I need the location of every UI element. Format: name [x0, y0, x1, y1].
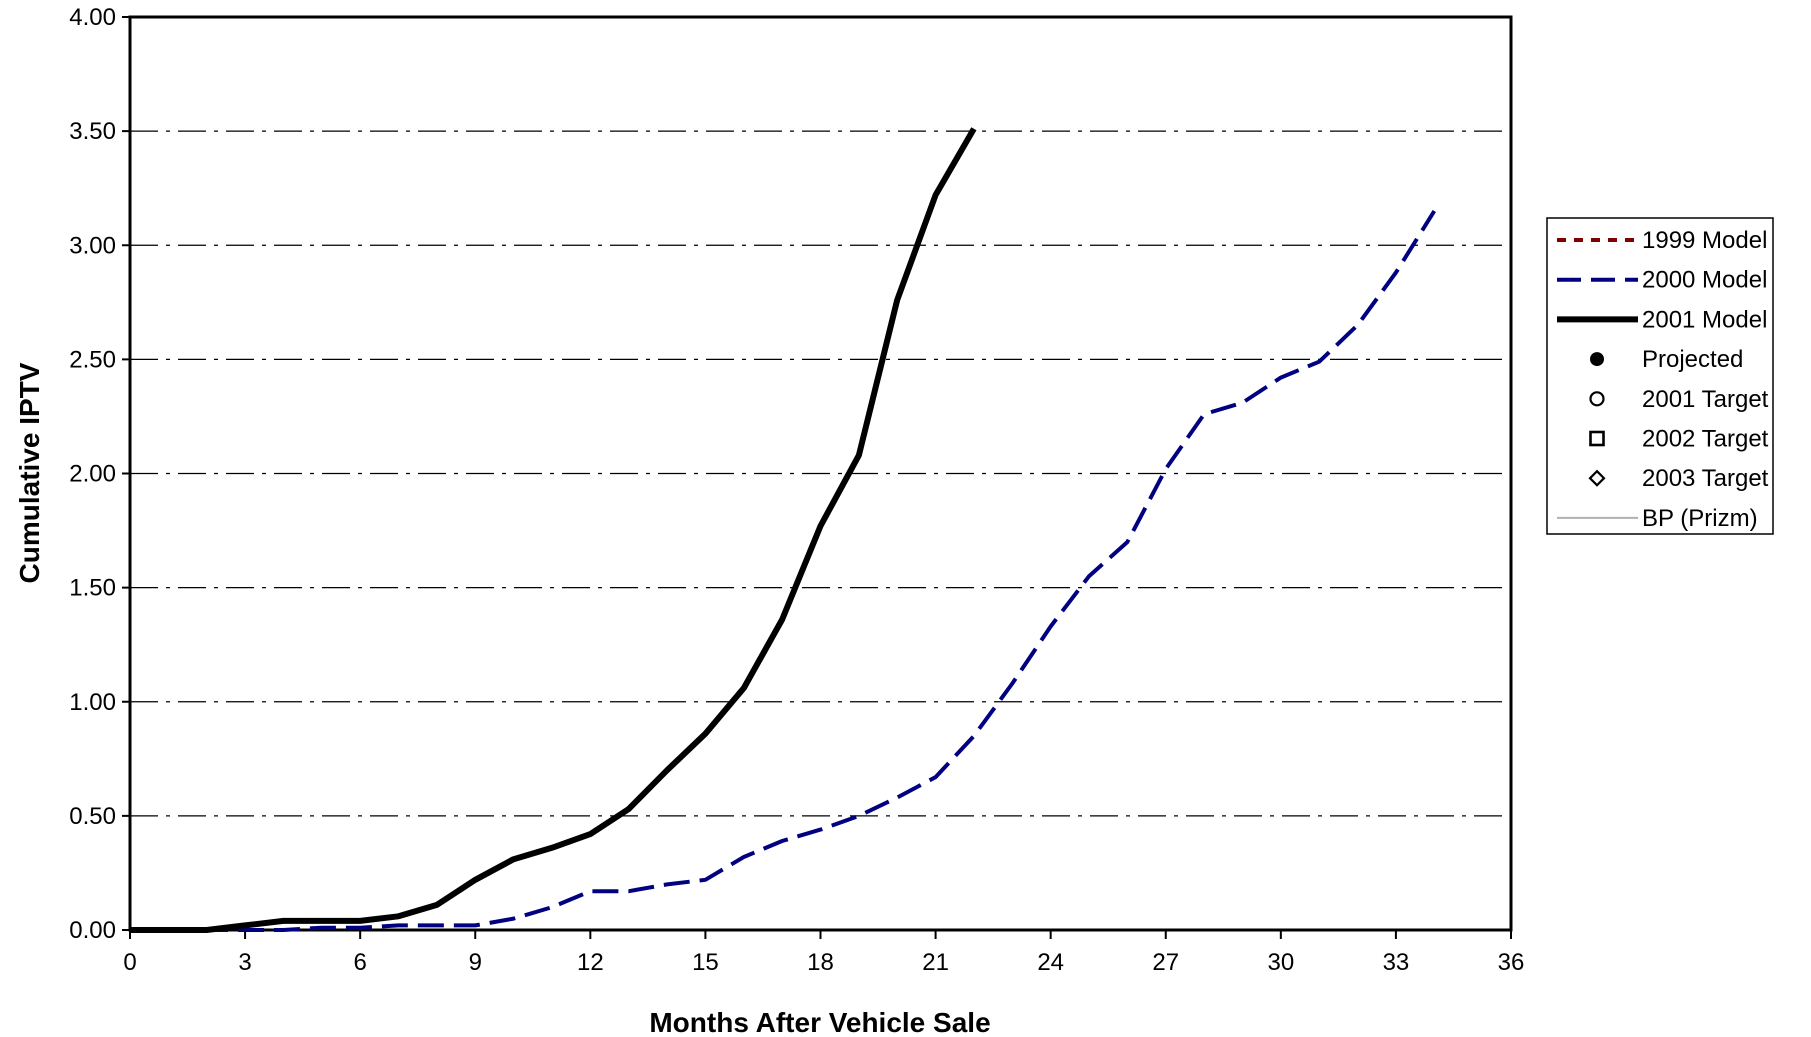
- x-tick-label: 24: [1037, 949, 1064, 976]
- y-tick-label: 0.00: [69, 917, 116, 944]
- legend-label-2001-model: 2001 Model: [1642, 306, 1767, 333]
- legend-label-2001-target: 2001 Target: [1642, 386, 1769, 413]
- legend-marker-2002-target: [1589, 430, 1605, 447]
- gridlines: [130, 130, 1511, 817]
- x-tick-label: 15: [692, 949, 719, 976]
- y-tick-label: 1.50: [69, 575, 116, 602]
- legend: 1999 Model 2000 Model 2001 Model Projected 2…: [1546, 217, 1774, 535]
- y-axis-title: Cumulative IPTV: [14, 362, 45, 583]
- legend-marker-2003-target: [1588, 469, 1606, 487]
- y-tick-label: 3.50: [69, 118, 116, 145]
- legend-label-2000-model: 2000 Model: [1642, 267, 1767, 294]
- x-tick-label: 36: [1498, 949, 1525, 976]
- legend-marker-2001-target: [1589, 391, 1605, 407]
- x-tick-label: 0: [123, 949, 136, 976]
- x-tick-label: 21: [922, 949, 949, 976]
- series-line-2001-model: [130, 127, 977, 933]
- series-line-2000-model: [130, 209, 1436, 932]
- y-tick-label: 2.50: [69, 346, 116, 373]
- x-axis-title: Months After Vehicle Sale: [649, 1007, 990, 1037]
- legend-label-2003-target: 2003 Target: [1642, 465, 1769, 492]
- y-tick-label: 1.00: [69, 689, 116, 716]
- series-lines: [130, 127, 1436, 933]
- x-axis: 0 3 6 9 12 15 18 21 24 27 30 33 36: [123, 930, 1524, 976]
- legend-label-1999-model: 1999 Model: [1642, 227, 1767, 254]
- y-axis: 0.00 0.50 1.00 1.50 2.00 2.50 3.00 3.50 4.00: [69, 4, 130, 944]
- legend-marker-projected: [1590, 352, 1604, 367]
- y-tick-label: 0.50: [69, 803, 116, 830]
- y-tick-label: 4.00: [69, 4, 116, 31]
- legend-label-2002-target: 2002 Target: [1642, 426, 1769, 453]
- x-tick-label: 9: [469, 949, 482, 976]
- x-tick-label: 6: [353, 949, 366, 976]
- y-tick-label: 3.00: [69, 232, 116, 259]
- y-tick-label: 2.00: [69, 461, 116, 488]
- x-tick-label: 27: [1152, 949, 1179, 976]
- x-tick-label: 33: [1383, 949, 1410, 976]
- x-tick-label: 12: [577, 949, 604, 976]
- legend-label-projected: Projected: [1642, 346, 1743, 373]
- legend-box: [1546, 217, 1774, 535]
- x-tick-label: 3: [238, 949, 251, 976]
- x-tick-label: 30: [1267, 949, 1294, 976]
- legend-label-bp-prizm: BP (Prizm): [1642, 505, 1758, 532]
- x-tick-label: 18: [807, 949, 834, 976]
- legend-items: 1999 Model 2000 Model 2001 Model Projected 2…: [1557, 227, 1769, 532]
